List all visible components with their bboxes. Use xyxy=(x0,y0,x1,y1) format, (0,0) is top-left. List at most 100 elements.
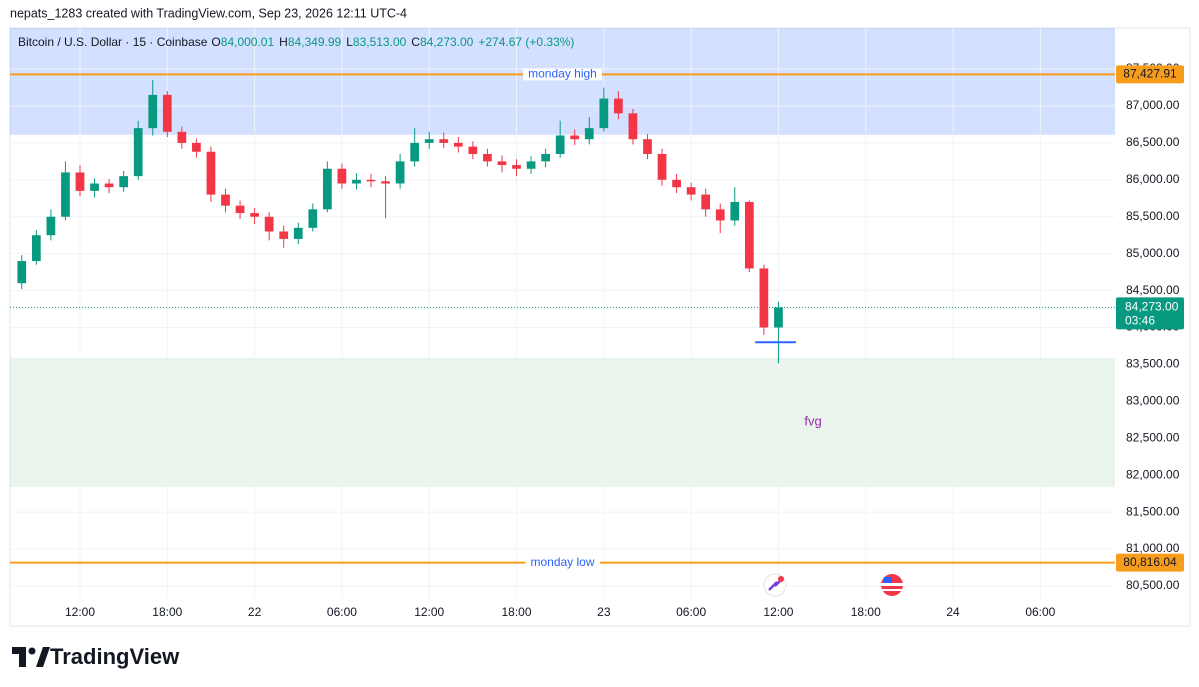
last-price-tag xyxy=(1116,297,1184,330)
candle-body xyxy=(657,153,667,180)
y-tick-label: 82,000.00 xyxy=(1126,467,1180,481)
x-tick-label: 12:00 xyxy=(414,605,444,619)
x-tick-label: 12:00 xyxy=(65,605,95,619)
y-tick-label: 86,000.00 xyxy=(1126,172,1180,186)
y-tick-label: 85,000.00 xyxy=(1126,246,1180,260)
ohlc-value: 83,513.00 xyxy=(353,35,407,49)
line-label: monday low xyxy=(530,555,594,569)
credit: nepats_1283 created with TradingView.com… xyxy=(10,6,407,20)
candle-body xyxy=(744,201,754,269)
x-tick-label: 18:00 xyxy=(851,605,881,619)
candle-body xyxy=(235,205,245,214)
candle-body xyxy=(162,94,172,132)
candle-body xyxy=(774,307,783,328)
candle-body xyxy=(715,209,725,221)
candle-body xyxy=(293,227,303,239)
candle-body xyxy=(46,216,56,236)
candle-body xyxy=(541,153,550,162)
candle-body xyxy=(264,216,274,232)
price-tag-label: 80,816.04 xyxy=(1123,555,1177,569)
y-tick-label: 86,500.00 xyxy=(1126,135,1180,149)
candle-body xyxy=(177,131,187,143)
ohlc-key: C xyxy=(411,35,420,49)
y-tick-label: 81,000.00 xyxy=(1126,541,1180,555)
event-icon[interactable] xyxy=(881,574,903,596)
candle-body xyxy=(614,98,623,114)
candle-body xyxy=(206,151,216,195)
candle-body xyxy=(628,113,638,140)
x-tick-label: 18:00 xyxy=(502,605,532,619)
last-price-label: 84,273.00 xyxy=(1125,300,1179,314)
y-tick-label: 87,000.00 xyxy=(1126,98,1180,112)
watermark: TradingView xyxy=(50,644,180,669)
annotation: fvg xyxy=(804,413,821,428)
y-tick-label: 82,500.00 xyxy=(1126,430,1180,444)
ohlc-key: H xyxy=(279,35,288,49)
candle-body xyxy=(526,161,536,169)
x-tick-label: 24 xyxy=(946,605,960,619)
candle-body xyxy=(570,135,580,140)
symbol: Bitcoin / U.S. Dollar · 15 · Coinbase xyxy=(18,35,208,49)
candle-body xyxy=(250,213,259,217)
candle-body xyxy=(148,94,158,129)
candle-body xyxy=(497,161,507,166)
y-tick-label: 83,000.00 xyxy=(1126,394,1180,408)
candle-body xyxy=(701,194,711,210)
candle-body xyxy=(672,179,681,188)
zone xyxy=(10,357,1115,488)
candle-body xyxy=(352,179,361,184)
candle-body xyxy=(395,161,405,184)
candle-body xyxy=(483,153,492,162)
x-tick-label: 06:00 xyxy=(1025,605,1055,619)
candle-body xyxy=(75,172,85,191)
candle-body xyxy=(221,194,230,206)
x-tick-label: 23 xyxy=(597,605,611,619)
ohlc-value: 84,349.99 xyxy=(288,35,342,49)
x-tick-label: 22 xyxy=(248,605,262,619)
candle-body xyxy=(555,135,565,154)
candle-body xyxy=(17,261,27,284)
candle-body xyxy=(424,139,434,143)
price-tag xyxy=(1116,65,1184,84)
candle-body xyxy=(31,235,41,262)
y-tick-label: 80,500.00 xyxy=(1126,578,1180,592)
candle-body xyxy=(643,139,652,154)
ohlc-value: 84,273.00 xyxy=(420,35,474,49)
candle-body xyxy=(337,168,347,184)
candle-body xyxy=(381,181,390,184)
candle-body xyxy=(119,176,129,188)
candle-body xyxy=(686,187,696,195)
candle-body xyxy=(192,142,201,152)
x-tick-label: 06:00 xyxy=(327,605,357,619)
logo-icon xyxy=(12,647,50,667)
candle-body xyxy=(366,179,376,182)
candle-body xyxy=(730,201,740,221)
y-tick-label: 84,500.00 xyxy=(1126,283,1180,297)
candle-body xyxy=(308,209,318,228)
chart-frame xyxy=(9,27,1191,627)
y-tick-label: 81,500.00 xyxy=(1126,504,1180,518)
candle-body xyxy=(599,98,609,129)
zone xyxy=(10,28,1115,135)
y-tick-label: 83,500.00 xyxy=(1126,357,1180,371)
x-tick-label: 12:00 xyxy=(763,605,793,619)
candle-body xyxy=(279,231,289,239)
main-layer: 80,500.00 81,000.00 81,500.00 82,000.00 82,5… xyxy=(17,61,1180,619)
legend-header: Bitcoin / U.S. Dollar · 15 · Coinbase O84… xyxy=(18,35,574,49)
candle-body xyxy=(104,183,114,188)
line-label-bg xyxy=(523,68,602,81)
candle-body xyxy=(584,128,594,140)
candle-body xyxy=(759,268,769,328)
ohlc-key: L xyxy=(346,35,353,49)
candle-body xyxy=(90,183,99,191)
ohlc-value: 84,000.01 xyxy=(221,35,275,49)
event-icon[interactable] xyxy=(763,573,787,597)
candle-body xyxy=(512,165,521,169)
change: +274.67 (+0.33%) xyxy=(478,35,574,49)
candle-body xyxy=(322,168,332,210)
line-label: monday high xyxy=(528,67,597,81)
x-tick-label: 06:00 xyxy=(676,605,706,619)
